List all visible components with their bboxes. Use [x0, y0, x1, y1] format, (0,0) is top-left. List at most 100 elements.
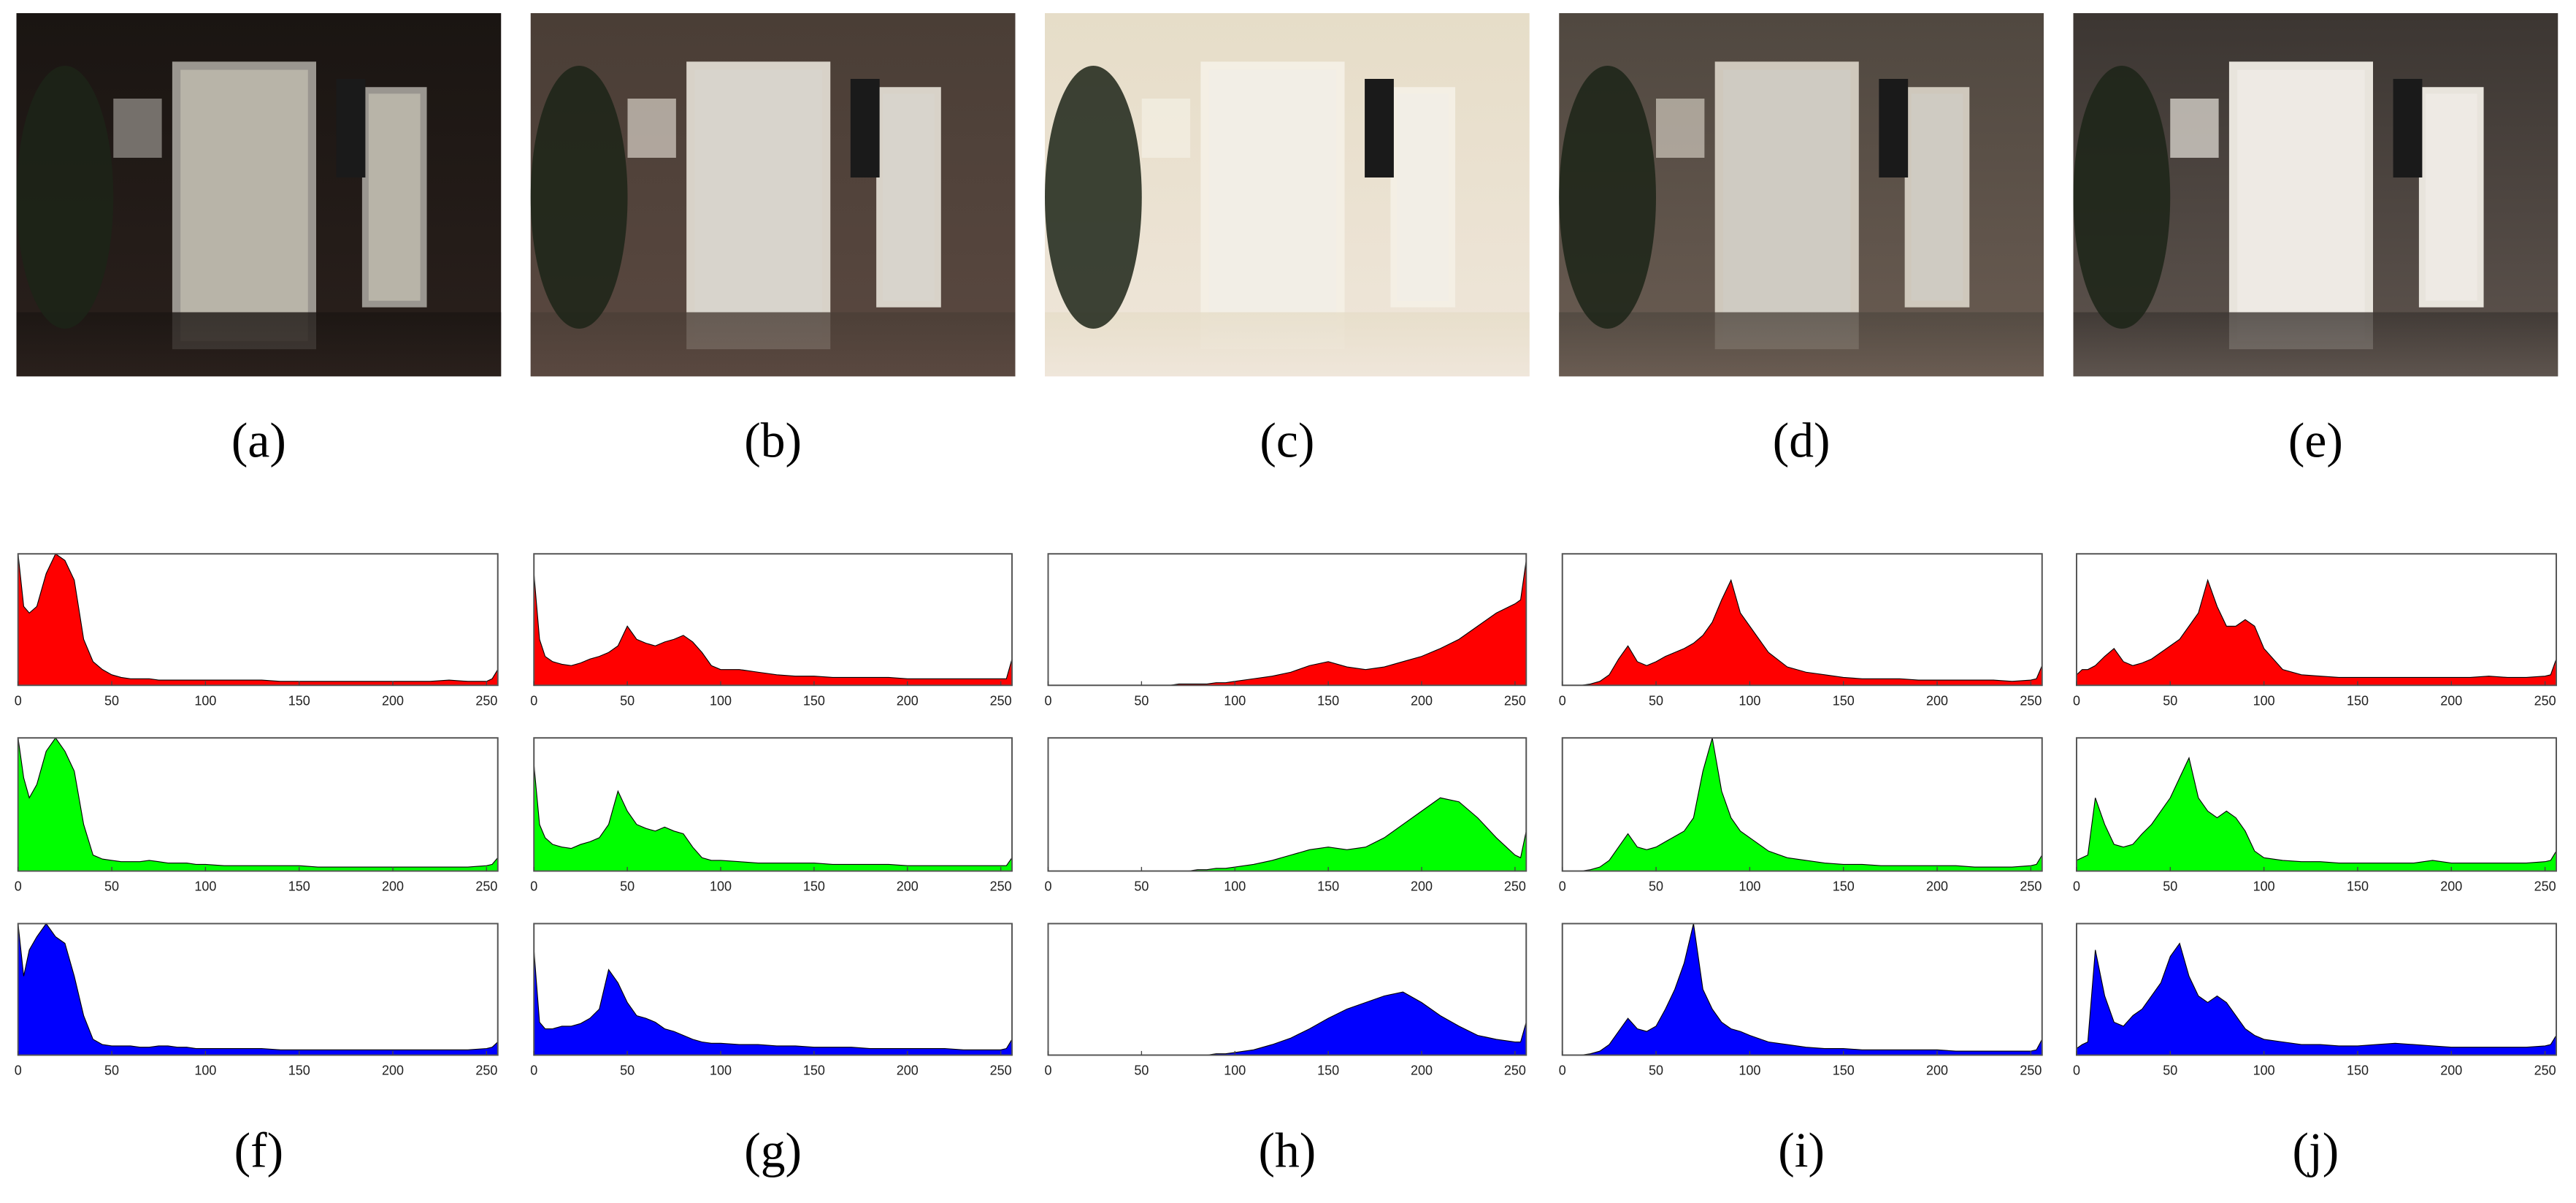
photo [2073, 13, 2558, 377]
x-tick-label: 100 [710, 693, 732, 708]
histogram: 0 50 100 150 200 250 [15, 923, 499, 1078]
x-tick-label: 250 [1504, 693, 1526, 708]
x-tick-label: 50 [1649, 693, 1663, 708]
plant [530, 66, 628, 329]
x-tick-label: 150 [288, 693, 310, 708]
x-tick-label: 0 [2073, 879, 2080, 894]
doorway [876, 87, 941, 308]
panel-label: (c) [1260, 413, 1314, 468]
x-tick-label: 100 [1739, 693, 1760, 708]
plot-frame [17, 553, 499, 687]
x-tick-label: 250 [2020, 1063, 2042, 1078]
histogram: 0 50 100 150 200 250 [1044, 737, 1527, 894]
floor [1559, 312, 2044, 377]
x-tick-label: 0 [1044, 1063, 1051, 1078]
histogram-area [2076, 942, 2557, 1056]
x-tick-label: 250 [475, 879, 497, 894]
x-tick-label: 150 [288, 879, 310, 894]
x-tick-label: 0 [15, 879, 22, 894]
notice-board [2393, 79, 2423, 177]
x-tick-label: 250 [2020, 693, 2042, 708]
x-tick-label: 150 [1317, 879, 1339, 894]
picture-frame [1141, 99, 1191, 158]
x-tick-label: 0 [1559, 1063, 1566, 1078]
x-tick-label: 50 [1134, 879, 1149, 894]
x-tick-label: 100 [2253, 879, 2275, 894]
x-tick-label: 0 [1044, 693, 1051, 708]
x-tick-label: 250 [2534, 1063, 2556, 1078]
x-tick-label: 150 [1317, 1063, 1339, 1078]
x-tick-label: 0 [2073, 693, 2080, 708]
x-tick-label: 200 [897, 879, 919, 894]
x-tick-label: 150 [2347, 879, 2369, 894]
x-tick-label: 100 [194, 1063, 216, 1078]
plot-border [533, 553, 1013, 687]
x-tick-label: 50 [2163, 1063, 2177, 1078]
doorway [1200, 61, 1345, 350]
x-tick-label: 200 [1926, 879, 1948, 894]
picture-frame [1656, 99, 1705, 158]
plant [2073, 66, 2171, 329]
x-tick-label: 0 [530, 879, 537, 894]
histogram: 0 50 100 150 200 250 [15, 553, 499, 708]
x-tick-label: 200 [2440, 1063, 2462, 1078]
plant [1559, 66, 1656, 329]
x-tick-label: 50 [104, 879, 119, 894]
plot-border [533, 923, 1013, 1056]
x-tick-label: 250 [2020, 879, 2042, 894]
histogram: 0 50 100 150 200 250 [2073, 923, 2557, 1078]
plot-border [1561, 737, 2043, 872]
x-tick-label: 250 [990, 1063, 1012, 1078]
doorway [1714, 61, 1859, 350]
notice-board [1879, 79, 1909, 177]
x-tick-label: 200 [2440, 879, 2462, 894]
x-tick-label: 50 [2163, 879, 2177, 894]
notice-board [850, 79, 880, 177]
x-tick-label: 200 [897, 693, 919, 708]
panel-label: (a) [231, 413, 286, 468]
histogram-area [533, 764, 1013, 872]
x-tick-label: 100 [1224, 1063, 1246, 1078]
plot-border [1047, 553, 1527, 687]
x-tick-label: 0 [1559, 693, 1566, 708]
plot-border [2076, 553, 2557, 687]
x-tick-label: 50 [1649, 1063, 1663, 1078]
doorway [686, 61, 831, 350]
histogram: 0 50 100 150 200 250 [530, 737, 1013, 894]
x-tick-label: 0 [1559, 879, 1566, 894]
x-tick-label: 0 [1044, 879, 1051, 894]
doorway [1390, 87, 1456, 308]
histogram-area [18, 737, 499, 872]
photo [530, 13, 1016, 377]
histogram-area [1562, 923, 2043, 1056]
x-tick-label: 150 [1833, 693, 1855, 708]
plot-border [2076, 923, 2557, 1056]
histogram: 0 50 100 150 200 250 [530, 923, 1013, 1078]
photo [16, 13, 502, 377]
x-tick-label: 150 [1833, 879, 1855, 894]
x-tick-label: 100 [2253, 1063, 2275, 1078]
x-tick-label: 250 [1504, 1063, 1526, 1078]
floor [1045, 312, 1530, 377]
doorway [2418, 87, 2484, 308]
x-tick-label: 250 [475, 1063, 497, 1078]
x-tick-label: 200 [1411, 1063, 1433, 1078]
plot-border [17, 923, 499, 1056]
x-tick-label: 50 [620, 693, 635, 708]
x-tick-label: 250 [2534, 879, 2556, 894]
histogram-area [1562, 738, 2043, 872]
x-tick-label: 150 [803, 1063, 825, 1078]
histogram: 0 50 100 150 200 250 [1559, 923, 2043, 1078]
x-tick-label: 200 [382, 1063, 404, 1078]
plot-border [2076, 737, 2557, 872]
histogram-area [18, 553, 499, 686]
x-tick-label: 0 [15, 1063, 22, 1078]
panel-label: (i) [1778, 1123, 1825, 1178]
x-tick-label: 100 [194, 879, 216, 894]
floor [16, 312, 502, 377]
x-tick-label: 100 [194, 693, 216, 708]
plant [1045, 66, 1142, 329]
panel-label: (j) [2293, 1123, 2339, 1178]
